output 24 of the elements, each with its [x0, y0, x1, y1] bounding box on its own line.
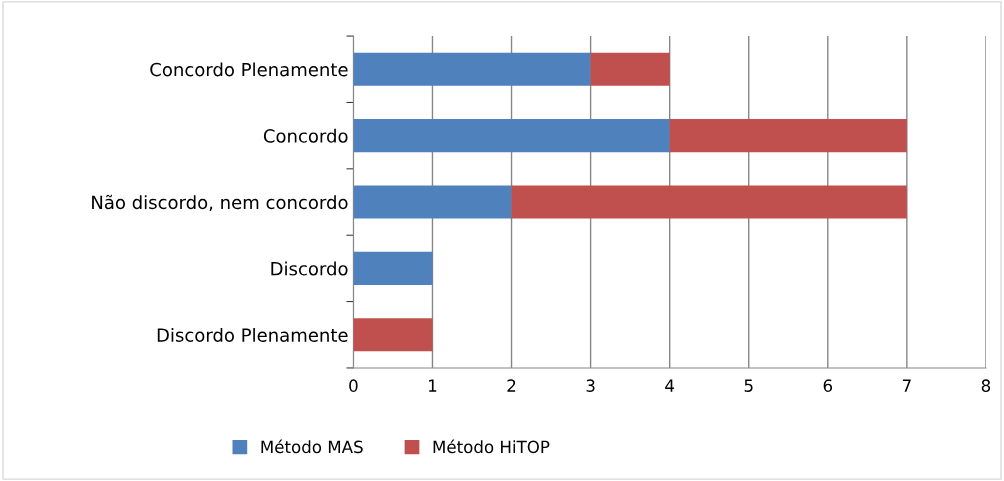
x-tick-label: 3 — [586, 379, 595, 392]
y-tick-label: Não discordo, nem concordo — [92, 194, 348, 211]
bar — [353, 119, 670, 153]
bar — [511, 185, 907, 219]
x-tick-label: 1 — [429, 379, 437, 392]
legend-label: Método HiTOP — [433, 439, 550, 454]
x-tick-label: 6 — [823, 379, 833, 392]
legend-label: Método MAS — [261, 439, 363, 454]
x-tick-label: 7 — [902, 379, 911, 392]
y-tick-label: Concordo Plenamente — [150, 62, 348, 77]
y-tick-label: Concordo — [263, 128, 348, 143]
x-tick-label: 8 — [981, 379, 991, 392]
x-tick-label: 2 — [507, 379, 516, 392]
bar — [353, 318, 433, 352]
x-tick-label: 0 — [349, 379, 358, 392]
x-tick-label: 5 — [744, 379, 753, 392]
bar — [590, 52, 670, 86]
bar — [353, 52, 591, 86]
x-tick-label: 4 — [665, 379, 675, 392]
bar — [353, 251, 433, 285]
y-tick-label: Discordo Plenamente — [157, 327, 348, 342]
y-tick-label: Discordo — [271, 261, 348, 276]
bar — [353, 185, 512, 219]
bar — [669, 119, 907, 153]
